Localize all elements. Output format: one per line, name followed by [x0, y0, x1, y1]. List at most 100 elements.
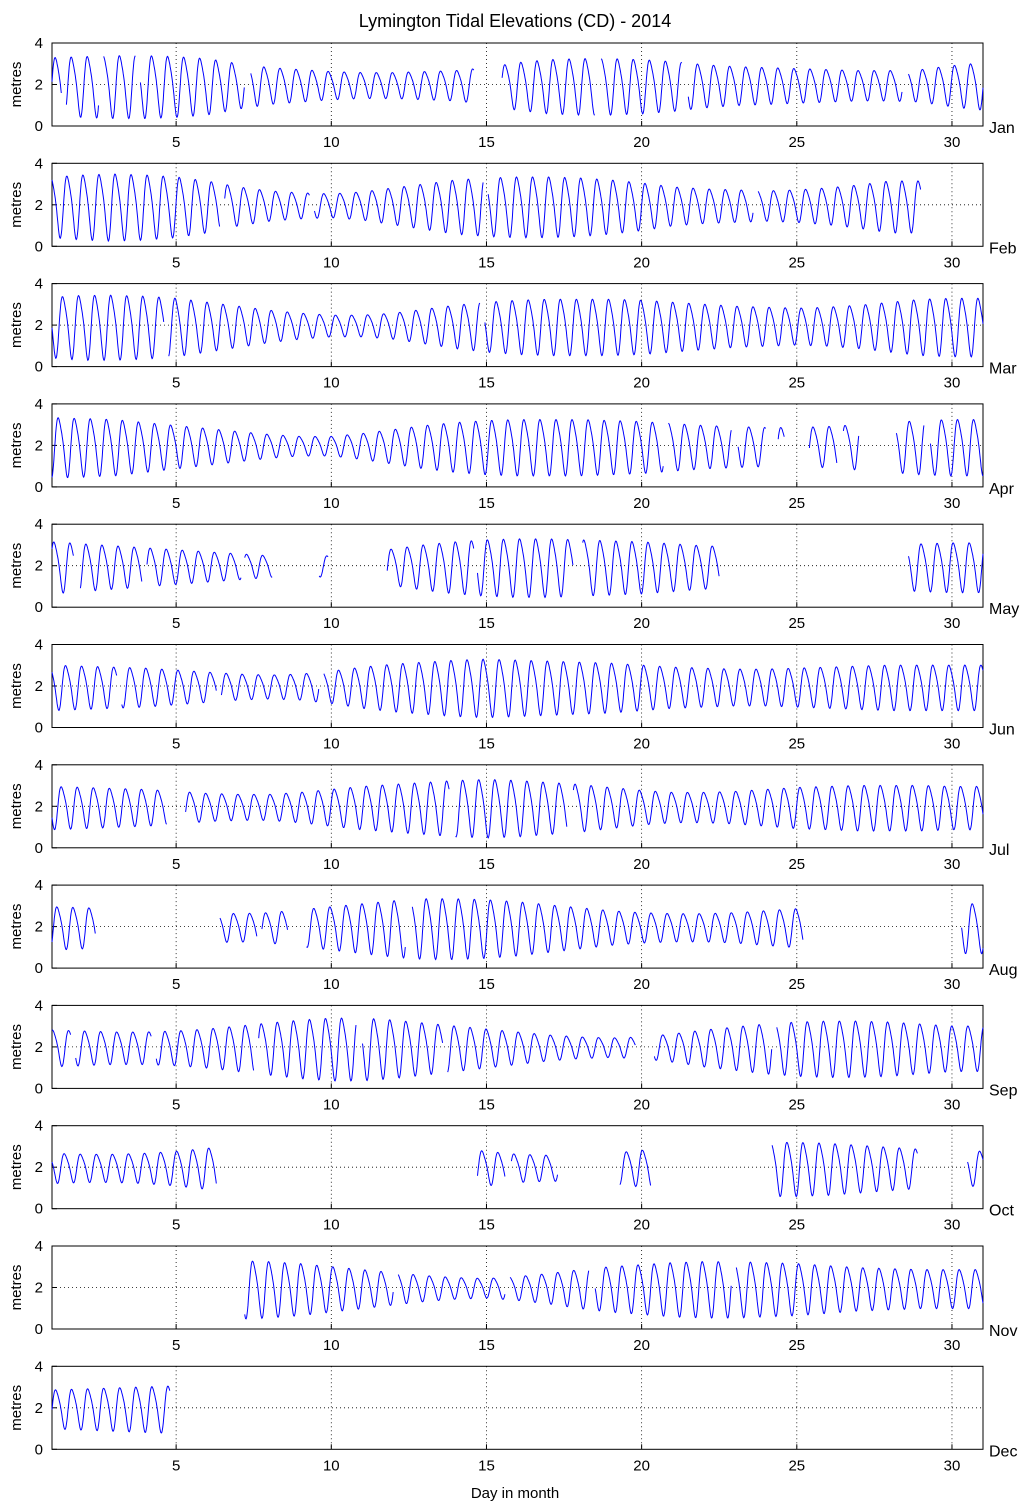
x-tick-label: 25 [788, 1217, 805, 1234]
month-label: Jul [989, 842, 1009, 859]
y-tick-label: 0 [35, 479, 43, 496]
x-tick-label: 30 [944, 1457, 961, 1474]
chart-title: Lymington Tidal Elevations (CD) - 2014 [359, 11, 671, 31]
x-tick-label: 5 [172, 856, 180, 873]
x-tick-label: 5 [172, 1457, 180, 1474]
y-tick-label: 4 [35, 997, 43, 1014]
plot-frame [51, 403, 984, 488]
y-tick-label: 0 [35, 599, 43, 616]
x-tick-label: 20 [633, 856, 650, 873]
month-label: May [989, 601, 1019, 618]
x-tick-label: 5 [172, 615, 180, 632]
y-tick-label: 4 [35, 1358, 43, 1375]
x-tick-label: 5 [172, 1337, 180, 1354]
x-tick-label: 20 [633, 976, 650, 993]
x-tick-label: 20 [633, 254, 650, 271]
tide-series-line [51, 658, 984, 719]
tide-series-line [51, 898, 984, 961]
y-tick-label: 4 [35, 877, 43, 894]
y-tick-label: 0 [35, 960, 43, 977]
panel-nov: 5 10 15 20 25 30 0 2 4 metres Nov [8, 1238, 1017, 1354]
x-tick-label: 25 [788, 736, 805, 753]
x-tick-label: 10 [323, 976, 340, 993]
tide-series-line [51, 417, 984, 479]
y-tick-label: 0 [35, 840, 43, 857]
x-tick-label: 5 [172, 375, 180, 392]
x-tick-label: 25 [788, 495, 805, 512]
x-tick-label: 25 [788, 1337, 805, 1354]
panel-aug: 5 10 15 20 25 30 0 2 4 metres Aug [8, 877, 1017, 993]
y-axis-title: metres [8, 904, 25, 950]
y-tick-label: 2 [35, 798, 43, 815]
y-tick-label: 4 [35, 757, 43, 774]
y-tick-label: 2 [35, 77, 43, 94]
x-tick-label: 25 [788, 375, 805, 392]
x-tick-label: 15 [478, 856, 495, 873]
x-tick-label: 10 [323, 1096, 340, 1113]
plot-frame [51, 162, 984, 247]
y-tick-label: 0 [35, 359, 43, 376]
y-tick-label: 4 [35, 35, 43, 52]
x-tick-label: 30 [944, 254, 961, 271]
tide-series-line [51, 778, 984, 839]
x-tick-label: 15 [478, 736, 495, 753]
tide-series-line [51, 55, 984, 120]
y-tick-label: 2 [35, 317, 43, 334]
x-tick-label: 25 [788, 615, 805, 632]
y-axis-title: metres [8, 1144, 25, 1190]
y-tick-label: 0 [35, 1321, 43, 1338]
y-tick-label: 0 [35, 238, 43, 255]
y-axis-title: metres [8, 1024, 25, 1070]
x-tick-label: 5 [172, 736, 180, 753]
x-tick-label: 10 [323, 134, 340, 151]
x-tick-label: 10 [323, 1457, 340, 1474]
x-tick-label: 20 [633, 1337, 650, 1354]
panel-jan: 5 10 15 20 25 30 0 2 4 metres Jan [8, 35, 1015, 151]
panel-sep: 5 10 15 20 25 30 0 2 4 metres Sep [8, 997, 1018, 1113]
y-tick-label: 2 [35, 678, 43, 695]
x-tick-label: 30 [944, 1217, 961, 1234]
x-tick-label: 25 [788, 1096, 805, 1113]
tide-series-line [51, 538, 984, 599]
y-axis-title: metres [8, 422, 25, 468]
tide-series-line [51, 1017, 984, 1082]
panel-oct: 5 10 15 20 25 30 0 2 4 metres Oct [8, 1118, 1014, 1234]
x-tick-label: 30 [944, 495, 961, 512]
y-tick-label: 4 [35, 155, 43, 172]
x-tick-label: 25 [788, 254, 805, 271]
x-tick-label: 5 [172, 134, 180, 151]
panel-mar: 5 10 15 20 25 30 0 2 4 metres Mar [8, 276, 1017, 392]
y-axis-title: metres [8, 1385, 25, 1431]
tide-series-line [51, 173, 922, 243]
x-tick-label: 20 [633, 1457, 650, 1474]
month-label: Aug [989, 962, 1017, 979]
panel-apr: 5 10 15 20 25 30 0 2 4 metres Apr [8, 396, 1015, 512]
tide-series-line [51, 1385, 171, 1434]
y-tick-label: 4 [35, 396, 43, 413]
x-tick-label: 20 [633, 495, 650, 512]
x-tick-label: 30 [944, 1337, 961, 1354]
y-tick-label: 2 [35, 197, 43, 214]
x-tick-label: 25 [788, 1457, 805, 1474]
x-tick-label: 10 [323, 375, 340, 392]
y-tick-label: 2 [35, 558, 43, 575]
x-tick-label: 10 [323, 1337, 340, 1354]
plot-frame [51, 644, 984, 728]
x-tick-label: 10 [323, 495, 340, 512]
x-tick-label: 20 [633, 615, 650, 632]
x-tick-label: 15 [478, 1337, 495, 1354]
x-tick-label: 30 [944, 375, 961, 392]
x-tick-label: 15 [478, 495, 495, 512]
x-tick-label: 15 [478, 254, 495, 271]
x-tick-label: 20 [633, 736, 650, 753]
x-tick-label: 15 [478, 1457, 495, 1474]
x-tick-label: 30 [944, 134, 961, 151]
x-tick-label: 15 [478, 615, 495, 632]
tide-series-line [244, 1260, 984, 1320]
tide-series-line [51, 294, 984, 362]
y-tick-label: 4 [35, 516, 43, 533]
panel-may: 5 10 15 20 25 30 0 2 4 metres May [8, 516, 1019, 632]
x-tick-label: 10 [323, 856, 340, 873]
